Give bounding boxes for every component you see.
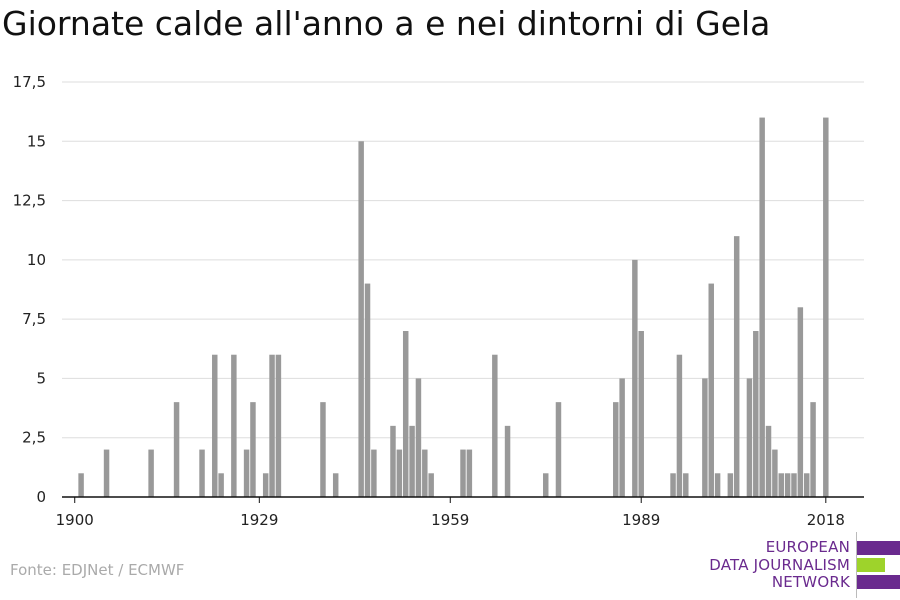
source-note: Fonte: EDJNet / ECMWF	[10, 561, 185, 579]
y-tick-label: 0	[36, 488, 46, 506]
bar	[670, 473, 676, 497]
logo-line-1: EUROPEAN	[765, 538, 850, 556]
bar	[632, 259, 638, 497]
bar	[784, 473, 791, 497]
bar	[364, 283, 371, 497]
bar	[727, 473, 734, 497]
bar	[810, 402, 816, 497]
bar	[638, 331, 644, 497]
bar	[492, 354, 498, 497]
bar	[765, 425, 772, 497]
bar	[702, 378, 708, 497]
bar	[733, 236, 740, 497]
bar	[428, 473, 434, 497]
bar	[613, 402, 619, 497]
bar	[332, 473, 339, 497]
y-tick-label: 7,5	[22, 310, 46, 328]
x-tick-label: 1959	[431, 511, 469, 529]
bar	[358, 141, 364, 498]
bar	[148, 449, 154, 497]
bar	[103, 449, 110, 497]
bar	[409, 425, 415, 497]
bar	[320, 402, 326, 497]
bar	[676, 354, 683, 497]
bar	[243, 449, 250, 497]
grid-lines	[62, 81, 864, 439]
bar	[212, 354, 218, 497]
bar	[772, 449, 778, 497]
bar	[78, 473, 84, 497]
logo-bar-top	[857, 541, 900, 555]
bar	[231, 354, 237, 497]
y-axis: 0 2,5 5 7,5 10 12,5 15 17,5	[13, 73, 46, 506]
bar	[402, 331, 409, 497]
bar	[460, 449, 466, 497]
bar	[759, 117, 765, 498]
bar	[390, 425, 396, 497]
x-tick-label: 1900	[56, 511, 94, 529]
bar	[683, 473, 689, 497]
bar	[797, 307, 804, 497]
bar	[415, 378, 422, 497]
y-tick-label: 5	[36, 369, 46, 387]
bar	[714, 473, 721, 497]
bar	[269, 354, 275, 497]
logo-line-2: DATA JOURNALISM	[709, 555, 850, 574]
y-tick-label: 15	[27, 132, 46, 150]
bar	[708, 283, 714, 497]
bar	[823, 117, 829, 498]
logo-separator	[856, 532, 857, 598]
x-tick-label: 2018	[807, 511, 845, 529]
x-axis: 1900 1929 1959 1989 2018	[56, 496, 864, 529]
bar	[218, 473, 224, 497]
logo-bar-bottom	[857, 575, 900, 589]
logo-text: EUROPEAN DATA JOURNALISM NETWORK	[709, 538, 850, 592]
y-tick-label: 2,5	[22, 429, 46, 447]
bar	[746, 378, 753, 497]
bar	[371, 449, 377, 497]
bar	[791, 473, 797, 497]
bar	[778, 473, 784, 497]
bar	[262, 473, 269, 497]
logo-line-3: NETWORK	[771, 573, 850, 591]
bars	[78, 117, 829, 498]
bar	[555, 402, 562, 497]
bar	[396, 449, 403, 497]
bar	[504, 425, 511, 497]
bar	[199, 449, 205, 497]
bar	[466, 449, 473, 497]
x-tick-label: 1989	[622, 511, 660, 529]
bar	[803, 473, 810, 497]
chart-title: Giornate calde all'anno a e nei dintorni…	[2, 4, 771, 43]
y-tick-label: 12,5	[13, 192, 46, 210]
bar	[753, 331, 759, 497]
bar	[173, 402, 180, 497]
bar	[275, 354, 282, 497]
x-tick-label: 1929	[240, 511, 278, 529]
bar	[543, 473, 549, 497]
logo-bar-middle	[857, 558, 885, 572]
y-tick-label: 10	[27, 251, 46, 269]
bar	[619, 378, 625, 497]
y-tick-label: 17,5	[13, 73, 46, 91]
edjnet-logo: EUROPEAN DATA JOURNALISM NETWORK	[700, 532, 900, 598]
bar	[422, 449, 428, 497]
bar	[250, 402, 256, 497]
